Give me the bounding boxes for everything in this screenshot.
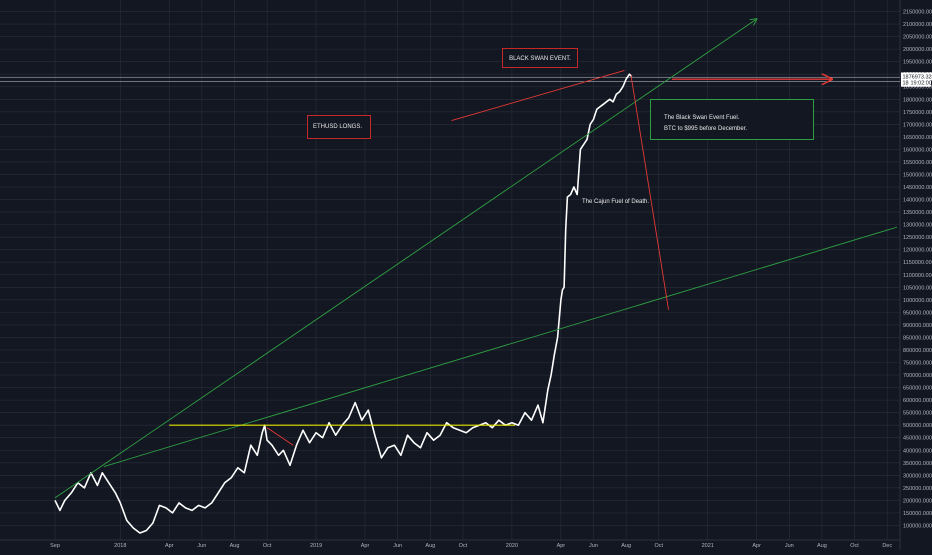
x-tick-label: Oct: [263, 543, 272, 549]
black-swan-fuel-box[interactable]: The Black Swan Event Fuel. BTC to $995 b…: [650, 99, 814, 140]
y-tick-label: 500000.0000: [903, 423, 932, 429]
y-tick-label: 650000.0000: [903, 386, 932, 392]
y-tick-label: 750000.0000: [903, 361, 932, 367]
y-tick-label: 700000.0000: [903, 373, 932, 379]
y-tick-label: 1600000.0000: [903, 147, 932, 153]
y-tick-label: 2050000.0000: [903, 35, 932, 41]
x-tick-label: Apr: [361, 543, 370, 549]
x-tick-label: Oct: [654, 543, 663, 549]
black-swan-fuel-text: The Black Swan Event Fuel.: [664, 114, 739, 123]
x-tick-label: 2019: [310, 543, 322, 549]
black-swan-event-text: BLACK SWAN EVENT.: [503, 49, 577, 69]
price-tag-label: 19:02:00: [911, 81, 932, 87]
ethusd-longs-box[interactable]: ETHUSD LONGS.: [307, 115, 371, 139]
y-tick-label: 350000.0000: [903, 461, 932, 467]
x-tick-label: Jun: [197, 543, 206, 549]
x-tick-label: 2018: [114, 543, 126, 549]
x-tick-label: Jun: [589, 543, 598, 549]
y-tick-label: 400000.0000: [903, 448, 932, 454]
x-tick-label: Aug: [425, 543, 435, 549]
ethusd-longs-text: ETHUSD LONGS.: [313, 123, 362, 132]
y-tick-label: 150000.0000: [903, 511, 932, 517]
x-tick-label: 2021: [702, 543, 714, 549]
y-tick-label: 1800000.0000: [903, 97, 932, 103]
black-swan-event-box[interactable]: BLACK SWAN EVENT.: [502, 48, 578, 68]
x-tick-label: Oct: [850, 543, 859, 549]
x-tick-label: 2020: [506, 543, 518, 549]
y-tick-label: 800000.0000: [903, 348, 932, 354]
y-tick-label: 1300000.0000: [903, 223, 932, 229]
x-tick-label: Dec: [882, 543, 892, 549]
y-tick-label: 200000.0000: [903, 498, 932, 504]
cajun-fuel-text: The Cajun Fuel of Death.: [582, 199, 649, 205]
x-tick-label: Aug: [621, 543, 631, 549]
x-tick-label: Apr: [165, 543, 174, 549]
y-tick-label: 1250000.0000: [903, 235, 932, 241]
y-tick-label: 2000000.0000: [903, 47, 932, 53]
y-tick-label: 1150000.0000: [903, 260, 932, 266]
x-tick-label: Apr: [752, 543, 761, 549]
y-tick-label: 1450000.0000: [903, 185, 932, 191]
y-tick-label: 1350000.0000: [903, 210, 932, 216]
x-tick-label: Apr: [557, 543, 566, 549]
x-tick-label: Jun: [785, 543, 794, 549]
y-tick-label: 550000.0000: [903, 411, 932, 417]
y-tick-label: 1650000.0000: [903, 135, 932, 141]
x-tick-label: Aug: [230, 543, 240, 549]
y-tick-label: 1700000.0000: [903, 122, 932, 128]
y-tick-label: 600000.0000: [903, 398, 932, 404]
y-tick-label: 2150000.0000: [903, 10, 932, 16]
x-tick-label: Jun: [393, 543, 402, 549]
y-tick-label: 950000.0000: [903, 310, 932, 316]
y-tick-label: 900000.0000: [903, 323, 932, 329]
y-tick-label: 450000.0000: [903, 436, 932, 442]
y-tick-label: 1950000.0000: [903, 60, 932, 66]
x-tick-label: Oct: [459, 543, 468, 549]
y-tick-label: 1100000.0000: [903, 273, 932, 279]
y-tick-label: 300000.0000: [903, 473, 932, 479]
y-tick-label: 850000.0000: [903, 335, 932, 341]
y-tick-label: 1000000.0000: [903, 298, 932, 304]
y-tick-label: 1050000.0000: [903, 285, 932, 291]
y-tick-label: 250000.0000: [903, 486, 932, 492]
y-tick-label: 1500000.0000: [903, 172, 932, 178]
y-tick-label: 1200000.0000: [903, 248, 932, 254]
y-tick-label: 1750000.0000: [903, 110, 932, 116]
y-tick-label: 1400000.0000: [903, 198, 932, 204]
x-tick-label: Sep: [50, 543, 60, 549]
y-tick-label: 1550000.0000: [903, 160, 932, 166]
x-tick-label: Aug: [817, 543, 827, 549]
y-tick-label: 100000.0000: [903, 523, 932, 529]
btc-target-text: BTC to $995 before December.: [664, 125, 747, 134]
y-tick-label: 2100000.0000: [903, 22, 932, 28]
